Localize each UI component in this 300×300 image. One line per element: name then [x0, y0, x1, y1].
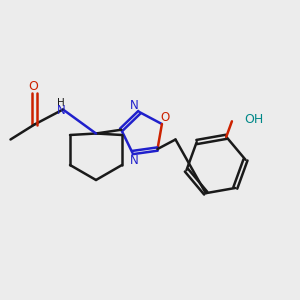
Text: OH: OH — [244, 113, 264, 126]
Text: O: O — [28, 80, 38, 94]
Text: N: N — [130, 154, 138, 166]
Text: N: N — [130, 99, 139, 112]
Text: N: N — [56, 104, 65, 118]
Text: H: H — [57, 98, 65, 108]
Text: O: O — [160, 111, 170, 124]
